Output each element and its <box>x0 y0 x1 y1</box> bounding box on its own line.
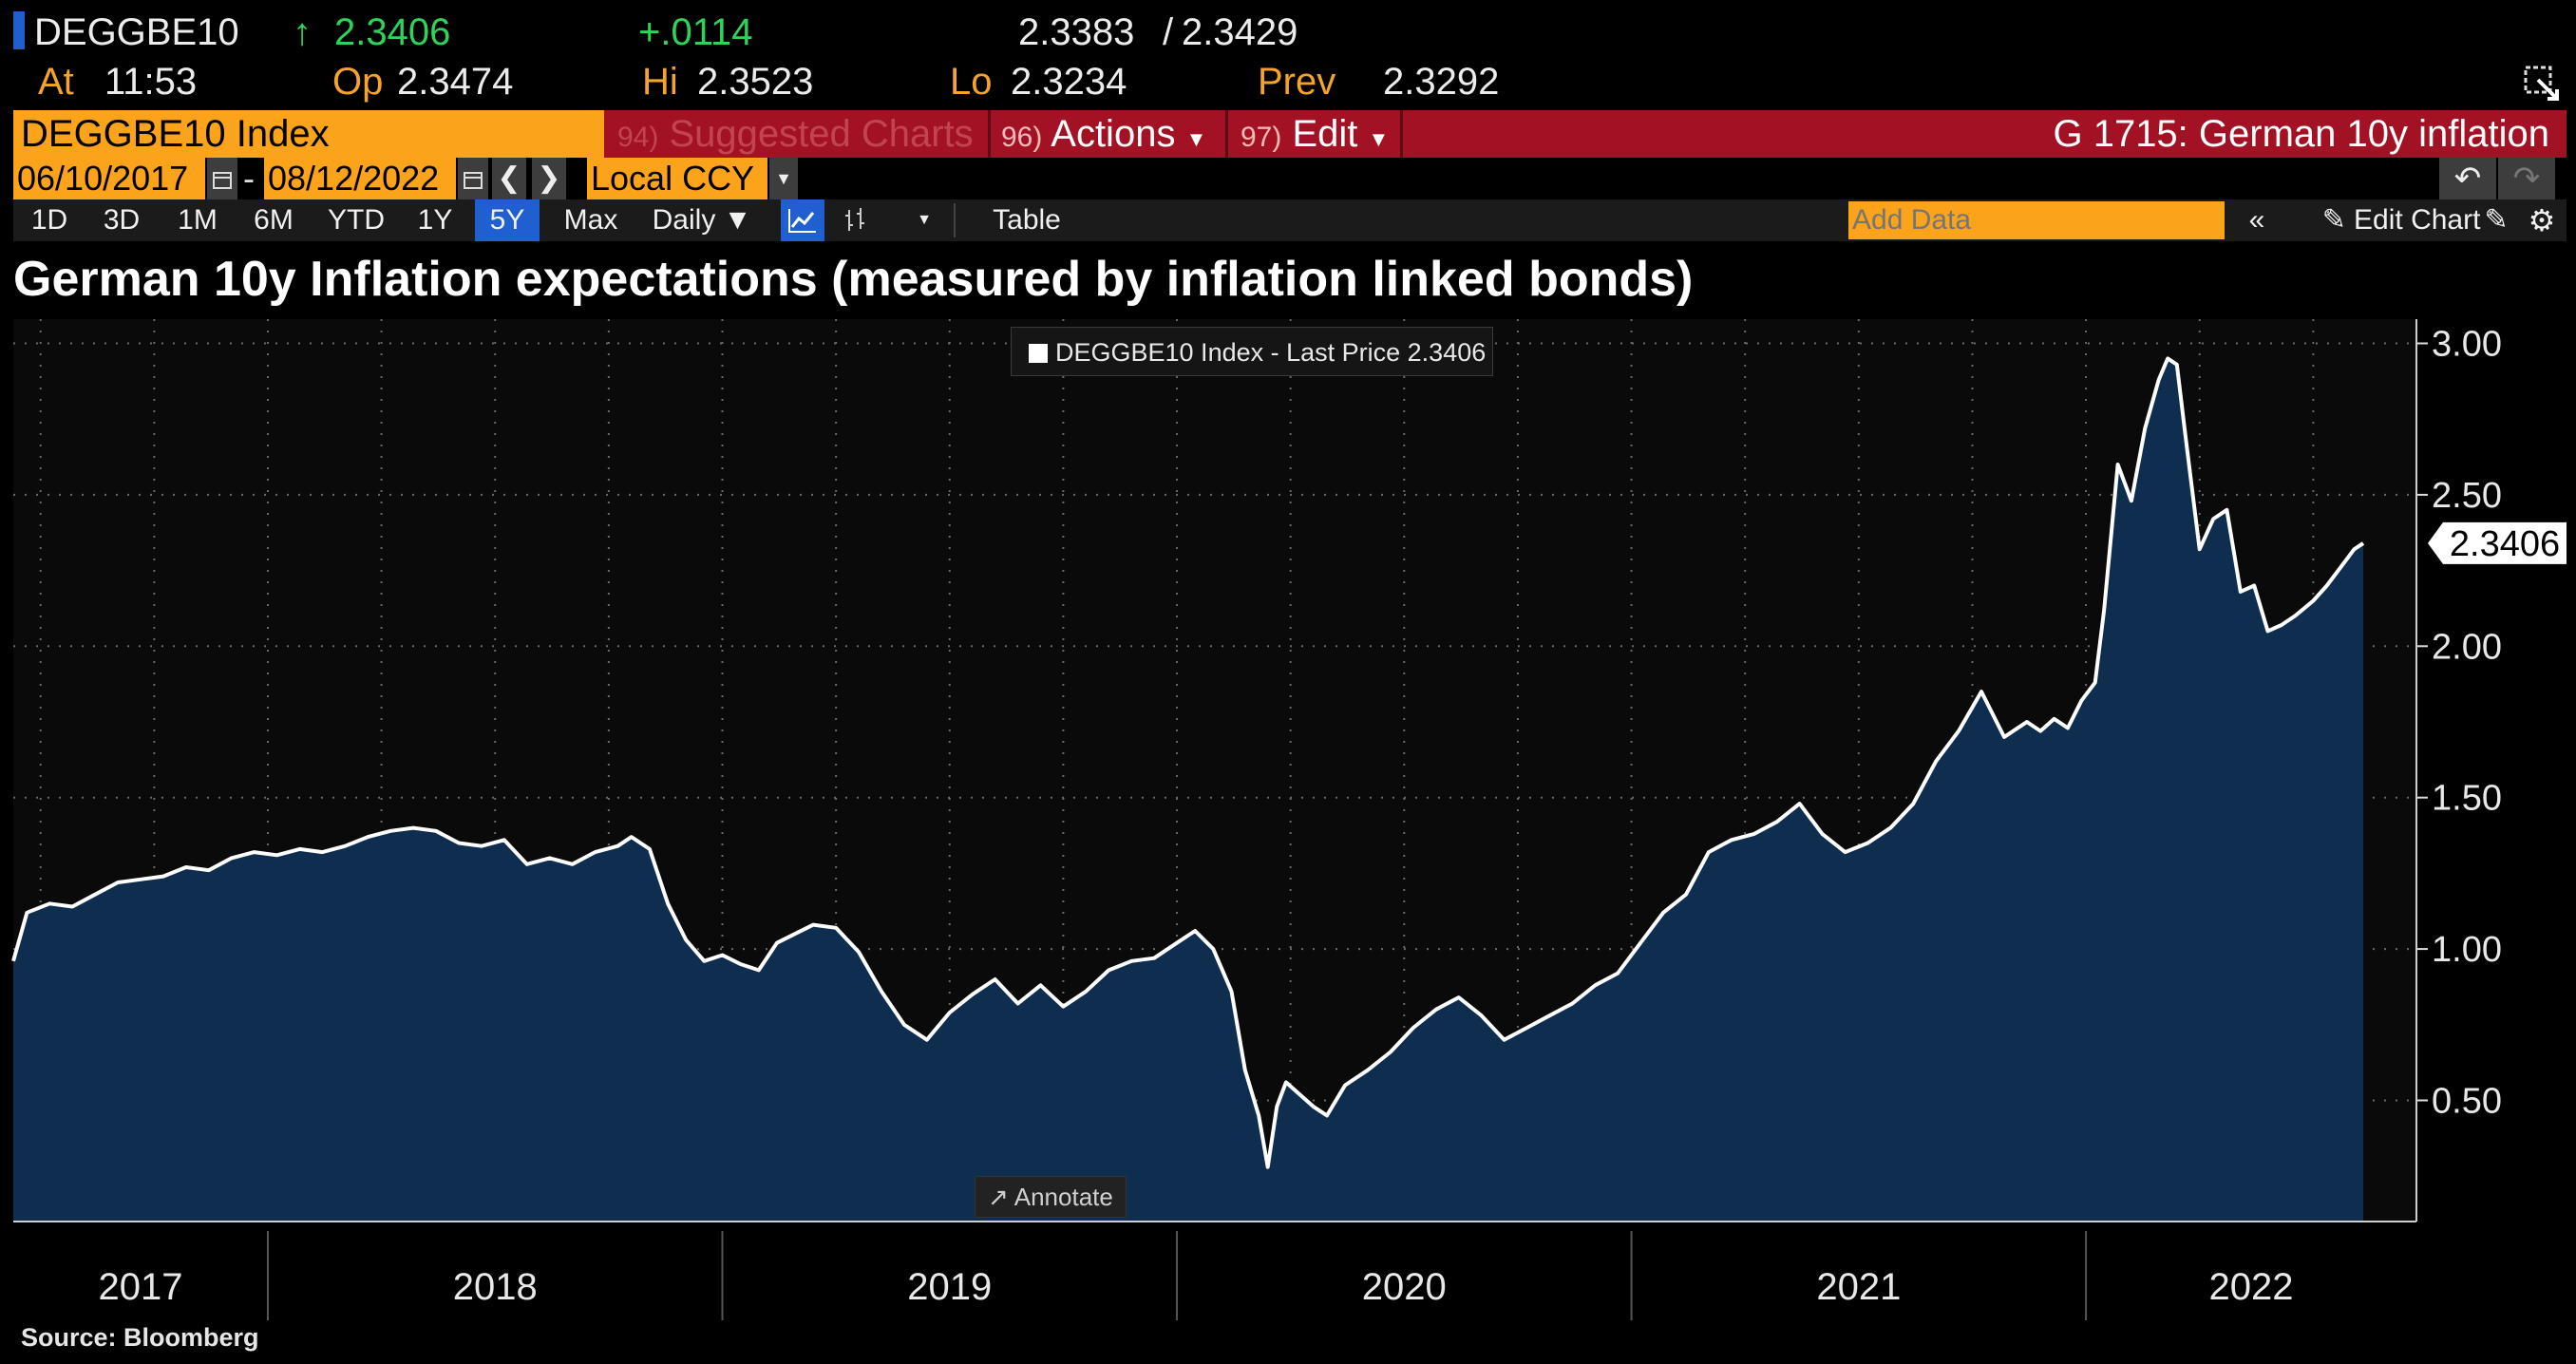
toolbar-divider <box>954 203 956 237</box>
table-button[interactable]: Table <box>993 204 1061 236</box>
open-label: Op <box>332 61 384 103</box>
period-max[interactable]: Max <box>563 204 618 236</box>
legend-label: DEGGBE10 Index - Last Price 2.3406 <box>1055 338 1487 367</box>
suggested-charts-number: 94) <box>617 122 659 153</box>
suggested-charts-label: Suggested Charts <box>669 113 974 155</box>
chevron-right-icon[interactable]: ❯ <box>532 158 566 199</box>
chevron-left-icon[interactable]: ❮ <box>492 158 526 199</box>
line-chart-icon[interactable] <box>781 199 824 241</box>
period-6m[interactable]: 6M <box>254 204 294 236</box>
series-line <box>11 356 2365 1169</box>
high-label: Hi <box>642 61 678 103</box>
period-5y[interactable]: 5Y <box>475 199 540 241</box>
caret-down-icon: ▼ <box>1185 127 1207 151</box>
quote-bid-ask-separator: / <box>1163 11 1174 53</box>
y-tick-label: 0.50 <box>2432 1081 2502 1121</box>
quote-prev: 2.3292 <box>1383 61 1500 103</box>
currency-dropdown-icon[interactable]: ▼ <box>769 158 798 199</box>
double-chevron-left-icon[interactable]: « <box>2248 204 2265 236</box>
x-year-label: 2020 <box>1362 1266 1447 1308</box>
y-tick-label: 1.50 <box>2432 779 2502 819</box>
x-year-label: 2019 <box>907 1266 992 1308</box>
menu-divider <box>1225 110 1228 158</box>
actions-number: 96) <box>1001 122 1043 153</box>
legend-swatch <box>1029 344 1048 363</box>
redo-icon[interactable]: ↷ <box>2498 158 2555 199</box>
period-1m[interactable]: 1M <box>178 204 218 236</box>
menu-divider <box>988 110 991 158</box>
x-year-label: 2017 <box>98 1266 182 1308</box>
up-arrow-icon: ↑ <box>293 11 312 53</box>
calendar-icon[interactable] <box>458 158 488 199</box>
y-tick-label: 3.00 <box>2432 325 2502 365</box>
period-1y[interactable]: 1Y <box>417 204 453 236</box>
actions-button[interactable]: 96) Actions ▼ <box>1001 110 1206 158</box>
calendar-icon[interactable] <box>207 158 237 199</box>
quote-time: 11:53 <box>104 61 198 103</box>
period-3d[interactable]: 3D <box>103 204 141 236</box>
quote-change: +.0114 <box>638 11 753 53</box>
quote-last-price: 2.3406 <box>334 11 451 53</box>
low-label: Lo <box>950 61 993 103</box>
undo-icon[interactable]: ↶ <box>2439 158 2496 199</box>
edit-number: 97) <box>1241 122 1282 153</box>
bar-chart-icon[interactable] <box>834 199 878 241</box>
edit-button[interactable]: 97) Edit ▼ <box>1241 110 1389 158</box>
x-year-label: 2018 <box>453 1266 538 1308</box>
date-dash: - <box>243 159 255 198</box>
quote-ticker: DEGGBE10 <box>34 11 239 53</box>
y-tick-label: 2.50 <box>2432 476 2502 516</box>
annotate-icon: ↗ <box>988 1183 1009 1211</box>
chart-edit-icon[interactable]: ✎ <box>2484 204 2509 236</box>
period-1d[interactable]: 1D <box>30 204 68 236</box>
actions-label: Actions <box>1051 113 1176 155</box>
quote-open: 2.3474 <box>397 61 514 103</box>
quote-bid: 2.3383 <box>1018 11 1135 53</box>
series-area <box>13 358 2363 1222</box>
chart-name: G 1715: German 10y inflation <box>2053 113 2549 155</box>
time-label: At <box>38 61 74 103</box>
frequency-select[interactable]: Daily ▼ <box>652 204 752 236</box>
chart-type-dropdown-icon[interactable]: ▼ <box>917 212 932 228</box>
ticker-marker <box>13 11 25 49</box>
quote-ask: 2.3429 <box>1182 11 1298 53</box>
edit-chart-label: Edit Chart <box>2354 204 2481 236</box>
add-data-input[interactable] <box>1848 201 2225 239</box>
menu-divider <box>1400 110 1403 158</box>
last-price-tag <box>2428 521 2567 564</box>
start-date-input[interactable]: 06/10/2017 <box>13 158 205 199</box>
end-date-input[interactable]: 08/12/2022 <box>264 158 456 199</box>
x-year-label: 2021 <box>1816 1266 1901 1308</box>
edit-chart-button[interactable]: ✎ Edit Chart <box>2287 199 2515 241</box>
caret-down-icon: ▼ <box>1368 127 1390 151</box>
pencil-icon: ✎ <box>2321 204 2346 236</box>
chart-title: German 10y Inflation expectations (measu… <box>13 252 1694 307</box>
quote-low: 2.3234 <box>1011 61 1127 103</box>
currency-select[interactable]: Local CCY <box>587 158 767 199</box>
gear-icon[interactable]: ⚙ <box>2528 203 2556 237</box>
last-price-label: 2.3406 <box>2450 524 2560 564</box>
quote-high: 2.3523 <box>697 61 814 103</box>
price-chart: 3.00 2.50 2.00 1.50 1.00 0.50 2017 2018 2019 2020… <box>11 319 2567 1320</box>
y-tick-label: 2.00 <box>2432 627 2502 667</box>
period-ytd[interactable]: YTD <box>328 204 385 236</box>
source-note: Source: Bloomberg <box>21 1323 259 1352</box>
security-field[interactable]: DEGGBE10 Index <box>13 110 604 158</box>
edit-label: Edit <box>1292 113 1358 155</box>
prev-label: Prev <box>1258 61 1336 103</box>
annotate-label: Annotate <box>1013 1183 1113 1211</box>
chart-legend: DEGGBE10 Index - Last Price 2.3406 <box>1011 327 1493 376</box>
y-tick-label: 1.00 <box>2432 930 2502 970</box>
annotate-button[interactable]: ↗ Annotate <box>975 1176 1127 1218</box>
suggested-charts-button[interactable]: 94) Suggested Charts <box>617 110 974 158</box>
popout-icon[interactable] <box>2523 65 2561 103</box>
x-year-label: 2022 <box>2209 1266 2294 1308</box>
